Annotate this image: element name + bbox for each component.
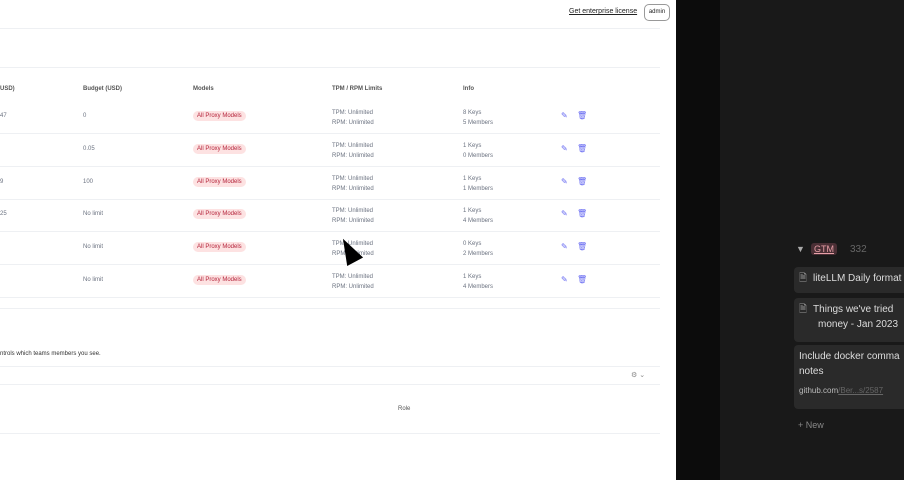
members-note: ntrols which teams members you see.	[0, 351, 101, 357]
board-card[interactable]: 🗎 liteLLM Daily format	[794, 267, 904, 293]
models-badge: All Proxy Models	[193, 177, 246, 187]
delete-icon[interactable]: 🗑	[577, 111, 588, 120]
delete-icon[interactable]: 🗑	[577, 144, 588, 153]
divider	[0, 67, 660, 68]
new-card-button[interactable]: + New	[798, 420, 824, 430]
board-card[interactable]: Include docker comma notes github.com/Ber.…	[794, 345, 904, 409]
delete-icon[interactable]: 🗑	[577, 177, 588, 186]
top-bar: Get enterprise license admin	[0, 0, 676, 28]
delete-icon[interactable]: 🗑	[577, 209, 588, 218]
col-limits: TPM / RPM Limits	[332, 86, 383, 92]
models-badge: All Proxy Models	[193, 144, 246, 154]
edit-icon[interactable]: ✎	[561, 111, 568, 120]
models-badge: All Proxy Models	[193, 209, 246, 219]
spend-cell: 25	[0, 211, 7, 217]
row-divider	[0, 166, 660, 167]
spend-cell: 47	[0, 113, 7, 119]
info-cell: 0 Keys 2 Members	[463, 241, 494, 257]
info-cell: 1 Keys 4 Members	[463, 208, 494, 224]
budget-cell: No limit	[83, 277, 104, 283]
divider	[0, 366, 660, 367]
budget-cell: 0	[83, 113, 87, 119]
info-cell: 8 Keys 5 Members	[463, 110, 494, 126]
group-count: 332	[850, 244, 867, 255]
delete-icon[interactable]: 🗑	[577, 242, 588, 251]
limits-cell: TPM: Unlimited RPM: Unlimited	[332, 208, 374, 224]
document-icon: 🗎	[799, 304, 808, 315]
edit-icon[interactable]: ✎	[561, 242, 568, 251]
limits-cell: TPM: Unlimited RPM: Unlimited	[332, 241, 374, 257]
info-cell: 1 Keys 4 Members	[463, 274, 494, 290]
col-budget: Budget (USD)	[83, 86, 122, 92]
limits-cell: TPM: Unlimited RPM: Unlimited	[332, 110, 374, 126]
card-link[interactable]: github.com/Ber...s/2587	[799, 386, 884, 395]
col-info: Info	[463, 86, 474, 92]
collapse-triangle-icon[interactable]: ▼	[796, 244, 805, 254]
edit-icon[interactable]: ✎	[561, 209, 568, 218]
enterprise-license-link[interactable]: Get enterprise license	[569, 8, 638, 15]
row-divider	[0, 264, 660, 265]
divider	[0, 308, 660, 309]
user-menu-button[interactable]: admin	[644, 4, 670, 21]
budget-cell: No limit	[83, 211, 104, 217]
group-tag[interactable]: GTM	[811, 243, 837, 255]
row-divider	[0, 297, 660, 298]
divider	[0, 28, 660, 29]
models-badge: All Proxy Models	[193, 111, 246, 121]
limits-cell: TPM: Unlimited RPM: Unlimited	[332, 274, 374, 290]
limits-cell: TPM: Unlimited RPM: Unlimited	[332, 176, 374, 192]
edit-icon[interactable]: ✎	[561, 144, 568, 153]
col-models: Models	[193, 86, 214, 92]
card-title-cont: money - Jan 2023	[818, 319, 899, 330]
card-title: Include docker comma	[799, 351, 900, 362]
role-header: Role	[398, 406, 411, 412]
edit-icon[interactable]: ✎	[561, 177, 568, 186]
divider	[0, 433, 660, 434]
spend-cell: 9	[0, 179, 4, 185]
card-title: liteLLM Daily format	[813, 273, 902, 284]
card-title-cont: notes	[799, 366, 824, 377]
models-badge: All Proxy Models	[193, 275, 246, 285]
card-title: Things we've tried	[813, 304, 894, 315]
settings-gear-icon[interactable]: ⚙ ⌄	[631, 372, 646, 379]
row-divider	[0, 133, 660, 134]
edit-icon[interactable]: ✎	[561, 275, 568, 284]
budget-cell: No limit	[83, 244, 104, 250]
info-cell: 1 Keys 0 Members	[463, 143, 494, 159]
row-divider	[0, 199, 660, 200]
models-badge: All Proxy Models	[193, 242, 246, 252]
info-cell: 1 Keys 1 Members	[463, 176, 494, 192]
col-spend: USD)	[0, 86, 15, 92]
admin-panel: Get enterprise license admin USD) Budget…	[0, 0, 676, 480]
limits-cell: TPM: Unlimited RPM: Unlimited	[332, 143, 374, 159]
row-divider	[0, 231, 660, 232]
document-icon: 🗎	[799, 273, 808, 284]
budget-cell: 0.05	[83, 146, 95, 152]
board-card[interactable]: 🗎 Things we've tried money - Jan 2023	[794, 298, 904, 342]
budget-cell: 100	[83, 179, 94, 185]
divider	[0, 384, 660, 385]
delete-icon[interactable]: 🗑	[577, 275, 588, 284]
